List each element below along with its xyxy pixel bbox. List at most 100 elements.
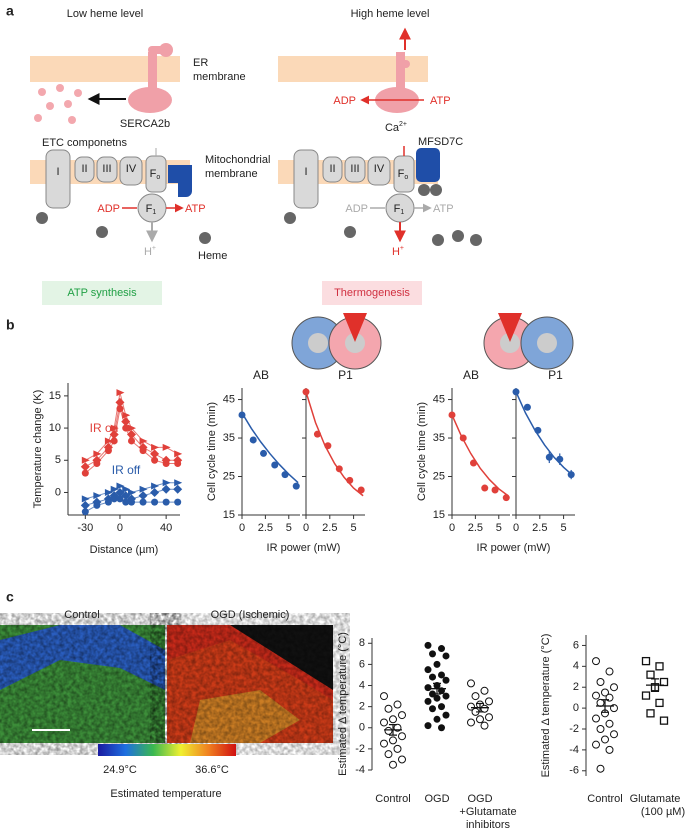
point (292, 482, 300, 490)
point (302, 388, 310, 396)
marker (110, 495, 118, 503)
er-band (278, 56, 428, 82)
marker (659, 677, 669, 687)
y-tick-label: -2 (569, 723, 579, 735)
x-tick-label: 0 (513, 522, 519, 534)
y-tick-label: 35 (433, 432, 445, 444)
marker (398, 732, 406, 741)
label: ETC componetns (42, 137, 127, 149)
label: membrane (193, 71, 246, 83)
x-tick-label: 2.5 (532, 522, 547, 534)
marker (485, 713, 493, 722)
fit-curve (241, 412, 299, 484)
marker (139, 447, 147, 455)
marker (659, 716, 669, 725)
y-axis-label: Estimated Δ temperature (°C) (540, 634, 552, 778)
label: 1 (400, 209, 404, 216)
marker (480, 686, 489, 695)
panel-title: P1 (338, 368, 353, 382)
marker (592, 657, 600, 666)
label: H (392, 246, 400, 258)
point (491, 486, 499, 494)
marker (424, 722, 432, 730)
complex (45, 149, 71, 209)
marker (592, 740, 600, 749)
marker (605, 745, 614, 754)
marker (128, 498, 136, 506)
x-axis-label: IR power (mW) (267, 542, 341, 554)
marker (610, 683, 618, 692)
point (459, 434, 467, 442)
calcium-dots (34, 84, 82, 124)
annotation: IR on (90, 421, 119, 435)
x-tick-label: 5 (286, 522, 292, 534)
label: membrane (205, 168, 258, 180)
point (357, 486, 365, 494)
marker (433, 715, 441, 723)
x-tick-label: -30 (77, 522, 93, 534)
label: 24.9°C (103, 764, 137, 776)
y-tick-label: 15 (49, 390, 61, 402)
label: ATP (433, 203, 454, 215)
label: Estimated temperature (110, 788, 221, 800)
marker (116, 405, 124, 413)
label: 2+ (399, 121, 407, 128)
label: OGD (Ischemic) (211, 609, 290, 621)
label: H (144, 246, 152, 258)
label: ADP (97, 203, 120, 215)
marker (467, 702, 475, 711)
marker (424, 666, 432, 674)
x-tick-label: 2.5 (258, 522, 273, 534)
sem-bar (476, 702, 484, 713)
marker (605, 719, 614, 728)
point (448, 411, 456, 419)
marker (151, 498, 159, 506)
point (281, 471, 289, 479)
mfsd7c (168, 165, 192, 197)
panel-label: a (6, 3, 14, 19)
label: 1 (152, 209, 156, 216)
y-axis-label: Cell cycle time (min) (416, 402, 428, 501)
marker (139, 485, 148, 493)
label: III (102, 163, 111, 175)
complex (293, 149, 319, 209)
point (271, 461, 279, 469)
complex (322, 156, 343, 183)
point (534, 426, 542, 434)
sem-bar (389, 723, 397, 736)
marker (121, 491, 131, 501)
label: SERCA2b (120, 118, 170, 130)
label: F (394, 203, 401, 215)
panel-label: b (6, 317, 15, 333)
x-tick-label: (100 µM) (641, 806, 685, 818)
y-tick-label: 25 (433, 470, 445, 482)
label: ATP (185, 203, 206, 215)
y-tick-label: 45 (223, 393, 235, 405)
x-tick-label: 0 (117, 522, 123, 534)
marker (81, 469, 89, 477)
marker (151, 456, 159, 464)
marker (104, 437, 113, 445)
marker (592, 691, 600, 700)
x-tick-label: OGD (424, 793, 449, 805)
marker (480, 704, 489, 713)
label: + (400, 245, 404, 252)
point (545, 453, 553, 461)
marker (424, 697, 432, 705)
point (470, 459, 478, 467)
marker (138, 491, 148, 501)
marker (471, 692, 480, 701)
y-tick-label: 15 (433, 509, 445, 521)
marker (104, 488, 113, 496)
marker (162, 479, 171, 487)
label: F1 (146, 203, 157, 216)
label: Heme (198, 250, 227, 262)
x-tick-label: Control (587, 793, 622, 805)
y-tick-label: 8 (359, 637, 365, 649)
x-tick-label: +Glutamate (459, 806, 516, 818)
y-tick-label: -4 (569, 744, 579, 756)
point (249, 436, 257, 444)
marker (80, 462, 90, 472)
marker (438, 645, 445, 653)
heme (96, 226, 108, 238)
